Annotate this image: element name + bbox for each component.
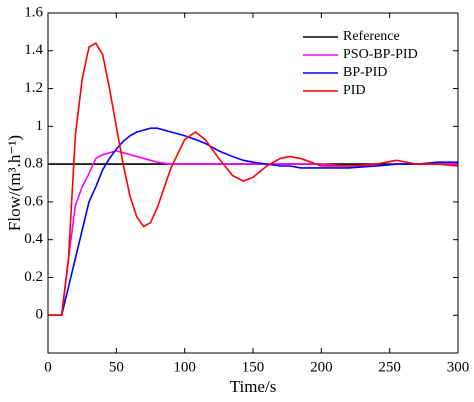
y-tick-label: 1 bbox=[36, 118, 44, 134]
y-tick-label: 0.6 bbox=[24, 193, 43, 209]
legend-text: Reference bbox=[343, 29, 400, 44]
y-tick-label: 0 bbox=[36, 307, 44, 323]
x-tick-label: 50 bbox=[109, 359, 124, 375]
y-tick-label: 1.6 bbox=[24, 4, 43, 20]
data-line bbox=[48, 127, 458, 317]
data-line bbox=[48, 150, 458, 317]
legend-text: BP-PID bbox=[343, 65, 387, 80]
data-line bbox=[48, 42, 459, 317]
y-tick-label: 0.2 bbox=[24, 269, 43, 285]
y-tick-label: 1.2 bbox=[24, 80, 43, 96]
x-tick-label: 100 bbox=[173, 359, 196, 375]
x-axis-title: Time/s bbox=[230, 377, 277, 396]
x-tick-label: 0 bbox=[44, 359, 52, 375]
x-tick-label: 300 bbox=[447, 359, 470, 375]
x-tick-label: 200 bbox=[310, 359, 333, 375]
x-tick-label: 150 bbox=[242, 359, 265, 375]
x-tick-label: 250 bbox=[378, 359, 401, 375]
legend-text: PID bbox=[343, 83, 366, 98]
y-tick-label: 1.4 bbox=[24, 42, 43, 58]
y-tick-label: 0.4 bbox=[24, 231, 43, 247]
y-axis-title: Flow/(m³.h⁻¹) bbox=[5, 135, 24, 231]
plot-frame bbox=[47, 12, 459, 354]
legend-text: PSO-BP-PID bbox=[343, 47, 418, 62]
y-tick-label: 0.8 bbox=[24, 156, 43, 172]
